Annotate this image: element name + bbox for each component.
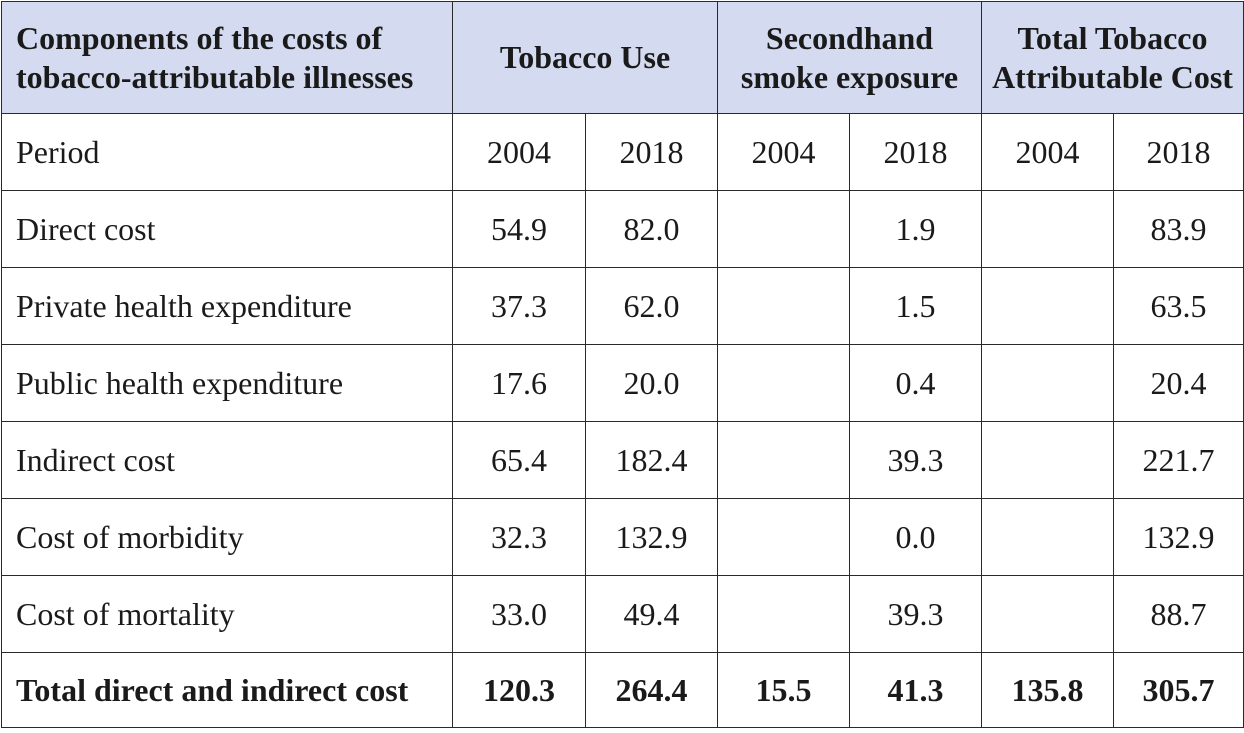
cell: 2004: [452, 113, 586, 191]
cell: 132.9: [585, 498, 718, 576]
table-row-morbidity: Cost of morbidity 32.3 132.9 0.0 132.9: [1, 498, 1244, 576]
cell: 17.6: [452, 344, 586, 422]
cell: 83.9: [1113, 190, 1244, 268]
cell: 20.4: [1113, 344, 1244, 422]
cell: 264.4: [585, 652, 718, 728]
cell: 0.4: [849, 344, 982, 422]
cell: 182.4: [585, 421, 718, 499]
cell: 1.9: [849, 190, 982, 268]
row-label: Indirect cost: [1, 421, 453, 499]
row-label: Period: [1, 113, 453, 191]
cell: 0.0: [849, 498, 982, 576]
row-label: Total direct and indirect cost: [1, 652, 453, 728]
cell: 2004: [981, 113, 1114, 191]
cell: [717, 421, 850, 499]
header-components: Components of the costs of tobacco-attri…: [1, 1, 453, 114]
cell: 54.9: [452, 190, 586, 268]
table-row-period: Period 2004 2018 2004 2018 2004 2018: [1, 113, 1244, 191]
cell: 49.4: [585, 575, 718, 653]
table-row-public-health: Public health expenditure 17.6 20.0 0.4 …: [1, 344, 1244, 422]
table-row-direct-cost: Direct cost 54.9 82.0 1.9 83.9: [1, 190, 1244, 268]
cell: 62.0: [585, 267, 718, 345]
cell: [981, 575, 1114, 653]
cell: 41.3: [849, 652, 982, 728]
table-row-indirect-cost: Indirect cost 65.4 182.4 39.3 221.7: [1, 421, 1244, 499]
row-label: Private health expenditure: [1, 267, 453, 345]
cell: 88.7: [1113, 575, 1244, 653]
header-tobacco-use: Tobacco Use: [452, 1, 718, 114]
cell: 39.3: [849, 421, 982, 499]
cell: 15.5: [717, 652, 850, 728]
table-row-total: Total direct and indirect cost 120.3 264…: [1, 652, 1244, 728]
cell: [981, 421, 1114, 499]
row-label: Direct cost: [1, 190, 453, 268]
cell: [981, 190, 1114, 268]
cell: 39.3: [849, 575, 982, 653]
cell: 305.7: [1113, 652, 1244, 728]
cell: [717, 190, 850, 268]
cell: 120.3: [452, 652, 586, 728]
cell: 1.5: [849, 267, 982, 345]
row-label: Cost of morbidity: [1, 498, 453, 576]
cell: [717, 575, 850, 653]
cell: 37.3: [452, 267, 586, 345]
cell: [717, 267, 850, 345]
cell: [717, 498, 850, 576]
cell: 2018: [585, 113, 718, 191]
cell: 135.8: [981, 652, 1114, 728]
cell: 2004: [717, 113, 850, 191]
row-label: Cost of mortality: [1, 575, 453, 653]
cell: 32.3: [452, 498, 586, 576]
cell: 2018: [849, 113, 982, 191]
row-label: Public health expenditure: [1, 344, 453, 422]
cell: [981, 344, 1114, 422]
cell: 82.0: [585, 190, 718, 268]
cell: [981, 498, 1114, 576]
cell: [717, 344, 850, 422]
header-row: Components of the costs of tobacco-attri…: [1, 1, 1244, 114]
cell: 221.7: [1113, 421, 1244, 499]
cell: 20.0: [585, 344, 718, 422]
table-row-mortality: Cost of mortality 33.0 49.4 39.3 88.7: [1, 575, 1244, 653]
cell: 65.4: [452, 421, 586, 499]
cell: 2018: [1113, 113, 1244, 191]
cell: 33.0: [452, 575, 586, 653]
header-total: Total Tobacco Attributable Cost: [981, 1, 1244, 114]
cell: 132.9: [1113, 498, 1244, 576]
cell: 63.5: [1113, 267, 1244, 345]
table-row-private-health: Private health expenditure 37.3 62.0 1.5…: [1, 267, 1244, 345]
cell: [981, 267, 1114, 345]
header-secondhand: Secondhand smoke exposure: [717, 1, 982, 114]
